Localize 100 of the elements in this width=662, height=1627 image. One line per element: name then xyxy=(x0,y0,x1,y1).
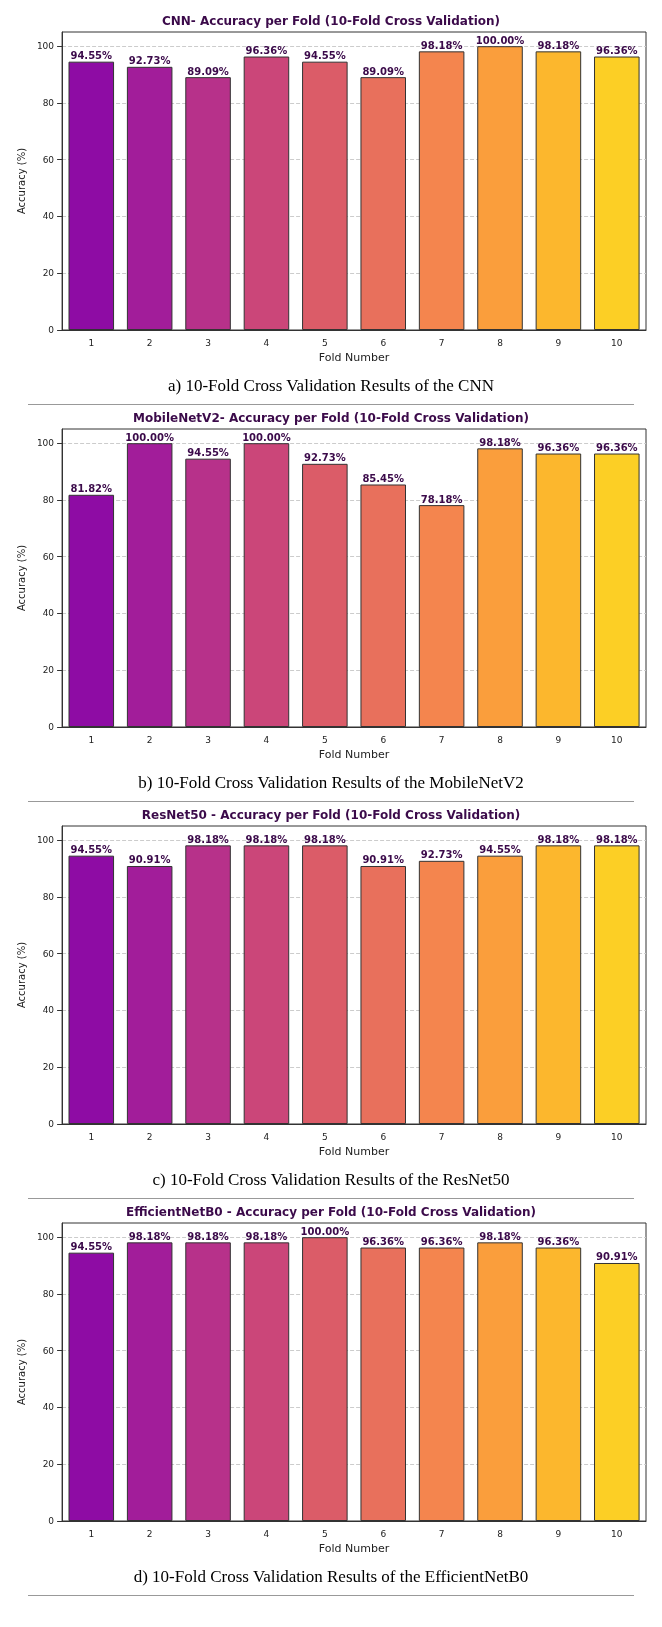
x-tick-label: 3 xyxy=(205,1528,211,1539)
x-tick-label: 1 xyxy=(88,337,95,348)
data-label: 81.82% xyxy=(70,483,113,495)
y-tick-label: 20 xyxy=(42,1459,55,1470)
data-label: 98.18% xyxy=(537,39,580,51)
data-label: 98.18% xyxy=(187,833,229,845)
y-tick-label: 80 xyxy=(42,1288,55,1299)
y-tick-label: 80 xyxy=(42,494,55,505)
x-tick-label: 8 xyxy=(497,337,504,348)
x-tick-label: 1 xyxy=(88,734,95,745)
text: c) 10-Fold Cross Validation Results of the ResNet50 xyxy=(28,1164,634,1199)
data-label: 96.36% xyxy=(595,45,638,57)
data-label: 98.18% xyxy=(595,833,638,845)
y-tick-label: 0 xyxy=(48,1119,55,1129)
y-axis-title: Accuracy (%) xyxy=(15,544,27,612)
y-tick-label: 80 xyxy=(42,97,55,108)
x-tick-label: 7 xyxy=(438,1131,445,1142)
data-label: 78.18% xyxy=(420,493,463,505)
x-tick-label: 10 xyxy=(611,1528,623,1539)
x-tick-label: 8 xyxy=(497,1528,504,1539)
data-label: 92.73% xyxy=(420,849,463,861)
chart-title: CNN- Accuracy per Fold (10-Fold Cross Validation) xyxy=(161,14,501,28)
data-label: 94.55% xyxy=(187,447,229,459)
data-label: 98.18% xyxy=(479,436,521,448)
data-label: 89.09% xyxy=(362,65,405,77)
y-tick-label: 60 xyxy=(42,551,55,562)
data-label: 90.91% xyxy=(362,854,405,866)
y-tick-label: 40 xyxy=(42,608,55,619)
data-label: 92.73% xyxy=(304,452,346,464)
y-tick-label: 0 xyxy=(48,325,55,335)
data-label: 90.91% xyxy=(128,854,171,866)
x-tick-label: 3 xyxy=(205,337,211,348)
y-tick-label: 20 xyxy=(42,665,55,676)
x-tick-label: 7 xyxy=(438,734,445,745)
x-tick-label: 7 xyxy=(438,1528,445,1539)
x-axis-title: Fold Number xyxy=(318,747,390,761)
x-tick-label: 4 xyxy=(263,1131,270,1142)
x-tick-label: 10 xyxy=(611,1131,623,1142)
y-axis-title: Accuracy (%) xyxy=(15,941,27,1009)
y-tick-label: 40 xyxy=(42,1005,55,1016)
data-label: 96.36% xyxy=(595,442,638,454)
data-label: 98.18% xyxy=(537,833,580,845)
x-tick-label: 2 xyxy=(146,734,153,745)
y-tick-label: 20 xyxy=(42,268,55,279)
y-tick-label: 60 xyxy=(42,154,55,165)
data-label: 94.55% xyxy=(70,1241,113,1253)
data-label: 85.45% xyxy=(362,472,405,484)
x-tick-label: 9 xyxy=(555,1131,562,1142)
x-tick-label: 1 xyxy=(88,1528,95,1539)
x-tick-label: 7 xyxy=(438,337,445,348)
x-tick-label: 4 xyxy=(263,734,270,745)
chart-title: MobileNetV2- Accuracy per Fold (10-Fold Cross Validation) xyxy=(133,411,529,425)
y-tick-label: 0 xyxy=(48,1516,55,1526)
data-label: 100.00% xyxy=(300,1225,350,1237)
data-label: 98.18% xyxy=(187,1230,229,1242)
data-label: 98.18% xyxy=(479,1230,521,1242)
data-label: 98.18% xyxy=(245,1230,288,1242)
x-tick-label: 5 xyxy=(321,1131,328,1142)
x-tick-label: 9 xyxy=(555,734,562,745)
y-tick-label: 60 xyxy=(42,948,55,959)
data-label: 100.00% xyxy=(475,34,525,46)
data-label: 94.55% xyxy=(479,844,521,856)
chart-title: ResNet50 - Accuracy per Fold (10-Fold Cross Validation) xyxy=(141,808,521,822)
x-axis-title: Fold Number xyxy=(318,1541,390,1555)
data-label: 94.55% xyxy=(70,50,113,62)
x-tick-label: 6 xyxy=(380,1528,387,1539)
x-tick-label: 2 xyxy=(146,337,153,348)
x-tick-label: 10 xyxy=(611,337,623,348)
y-tick-label: 0 xyxy=(48,722,55,732)
x-tick-label: 9 xyxy=(555,337,562,348)
y-tick-label: 40 xyxy=(42,211,55,222)
data-label: 98.18% xyxy=(420,39,463,51)
y-tick-label: 80 xyxy=(42,891,55,902)
x-axis-title: Fold Number xyxy=(318,1144,390,1158)
x-tick-label: 4 xyxy=(263,337,270,348)
text: d) 10-Fold Cross Validation Results of the EfficientNetB0 xyxy=(28,1561,634,1596)
x-tick-label: 10 xyxy=(611,734,623,745)
x-tick-label: 3 xyxy=(205,1131,211,1142)
text: b) 10-Fold Cross Validation Results of the MobileNetV2 xyxy=(28,767,634,802)
data-label: 96.36% xyxy=(245,45,288,57)
x-tick-label: 5 xyxy=(321,1528,328,1539)
data-label: 94.55% xyxy=(70,844,113,856)
x-axis-title: Fold Number xyxy=(318,350,390,364)
data-label: 96.36% xyxy=(420,1236,463,1248)
y-axis-title: Accuracy (%) xyxy=(15,1338,27,1406)
x-tick-label: 5 xyxy=(321,734,328,745)
data-label: 92.73% xyxy=(128,55,171,67)
x-tick-label: 2 xyxy=(146,1528,153,1539)
x-tick-label: 8 xyxy=(497,1131,504,1142)
data-label: 96.36% xyxy=(362,1236,405,1248)
data-label: 96.36% xyxy=(537,1236,580,1248)
data-label: 89.09% xyxy=(187,65,229,77)
y-tick-label: 100 xyxy=(36,1232,55,1243)
x-tick-label: 8 xyxy=(497,734,504,745)
data-label: 100.00% xyxy=(125,431,174,443)
y-axis-title: Accuracy (%) xyxy=(15,147,27,215)
data-label: 96.36% xyxy=(537,442,580,454)
text: a) 10-Fold Cross Validation Results of the CNN xyxy=(28,370,634,405)
y-tick-label: 60 xyxy=(42,1345,55,1356)
y-tick-label: 100 xyxy=(36,835,55,846)
